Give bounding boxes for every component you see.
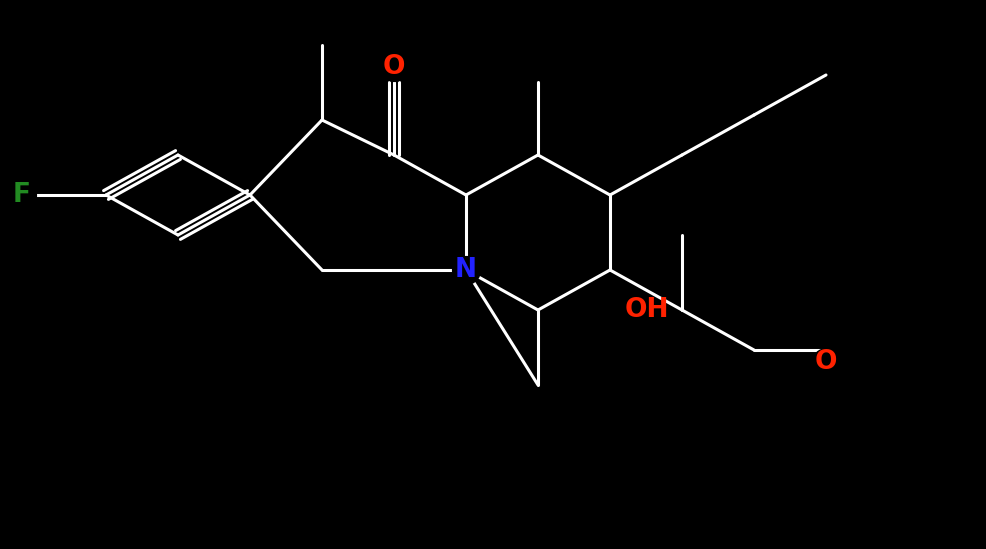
Text: O: O (813, 349, 836, 375)
Text: O: O (383, 54, 405, 80)
Text: N: N (455, 257, 476, 283)
Text: F: F (13, 182, 31, 208)
Text: OH: OH (624, 297, 669, 323)
